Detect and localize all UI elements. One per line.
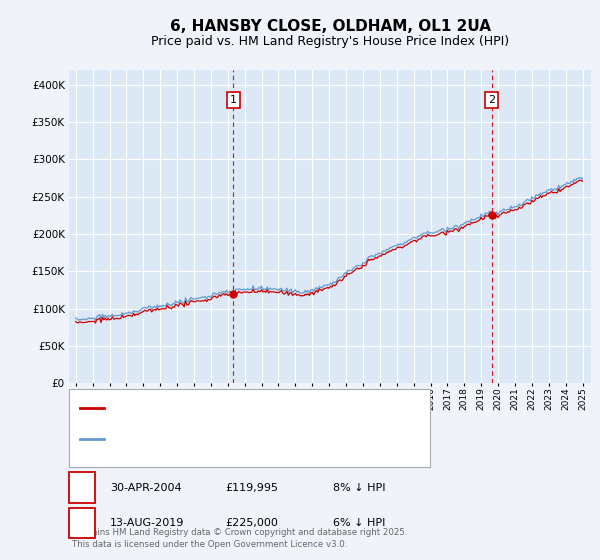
Text: 6% ↓ HPI: 6% ↓ HPI <box>333 518 385 528</box>
Text: Price paid vs. HM Land Registry's House Price Index (HPI): Price paid vs. HM Land Registry's House … <box>151 35 509 49</box>
Text: 1: 1 <box>78 481 86 494</box>
Text: HPI: Average price, detached house, Oldham: HPI: Average price, detached house, Oldh… <box>109 433 343 444</box>
Text: £225,000: £225,000 <box>225 518 278 528</box>
Text: 30-APR-2004: 30-APR-2004 <box>110 483 181 493</box>
Text: 13-AUG-2019: 13-AUG-2019 <box>110 518 184 528</box>
Text: Contains HM Land Registry data © Crown copyright and database right 2025.
This d: Contains HM Land Registry data © Crown c… <box>72 528 407 549</box>
Text: 6, HANSBY CLOSE, OLDHAM, OL1 2UA: 6, HANSBY CLOSE, OLDHAM, OL1 2UA <box>170 20 491 34</box>
Text: 1: 1 <box>230 95 237 105</box>
Text: 2: 2 <box>78 516 86 529</box>
Text: £119,995: £119,995 <box>225 483 278 493</box>
Text: 8% ↓ HPI: 8% ↓ HPI <box>333 483 386 493</box>
Text: 2: 2 <box>488 95 495 105</box>
Text: 6, HANSBY CLOSE, OLDHAM, OL1 2UA (detached house): 6, HANSBY CLOSE, OLDHAM, OL1 2UA (detach… <box>109 403 400 413</box>
